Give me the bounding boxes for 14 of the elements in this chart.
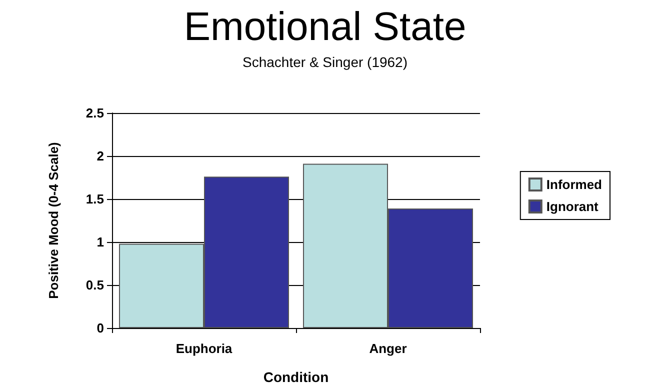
x-axis-title: Condition [263, 369, 329, 385]
chart-title: Emotional State [184, 5, 466, 49]
x-tick-label: Euphoria [176, 341, 233, 356]
y-axis-title: Positive Mood (0-4 Scale) [46, 142, 61, 299]
y-tick-label: 1.5 [86, 192, 104, 206]
y-tick-label: 1 [96, 234, 104, 250]
y-tick-label: 0.5 [86, 278, 104, 292]
legend-label: Ignorant [546, 199, 600, 214]
y-tick-label: 2 [96, 148, 104, 164]
y-tick-label: 2.5 [86, 106, 104, 120]
y-tick-label: 0 [96, 320, 104, 336]
x-tick-label: Anger [369, 341, 407, 356]
chart-subtitle: Schachter & Singer (1962) [242, 54, 408, 70]
legend-label: Informed [546, 177, 602, 192]
